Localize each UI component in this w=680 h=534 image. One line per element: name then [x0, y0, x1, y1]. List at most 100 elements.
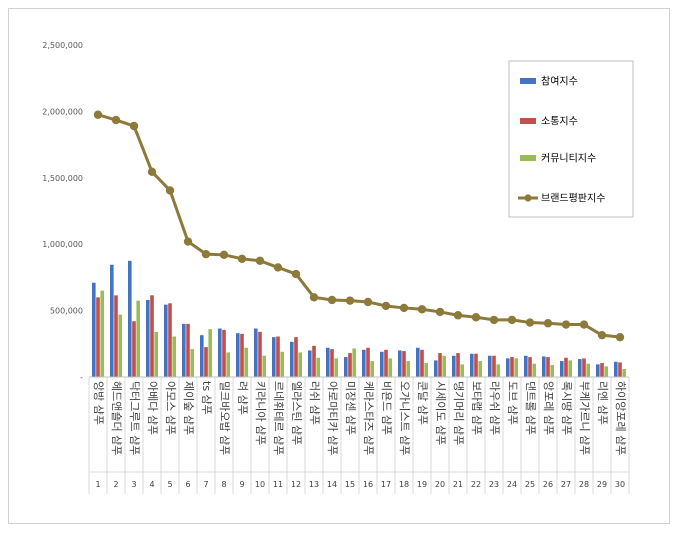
reputation-point: [309, 293, 319, 302]
bar-2: [546, 357, 550, 377]
bar-3: [514, 358, 518, 377]
bar-3: [622, 369, 626, 377]
x-index-label: 20: [435, 480, 445, 489]
bar-3: [532, 363, 536, 377]
bar-1: [506, 358, 510, 377]
x-index-label: 29: [597, 480, 607, 489]
bar-1: [452, 355, 456, 377]
x-index-label: 17: [381, 480, 391, 489]
bar-2: [366, 347, 370, 377]
brand-reputation-chart: - 500,000 1,000,000 1,500,000 2,000,000 2,500…: [42, 41, 634, 494]
reputation-point: [381, 301, 391, 311]
bar-2: [222, 329, 226, 377]
bar-3: [604, 366, 608, 377]
x-index-label: 6: [185, 480, 190, 489]
x-category-label: 하이앙포레 샴푸: [614, 381, 628, 455]
bar-3: [406, 361, 410, 377]
bar-3: [298, 352, 302, 377]
x-index-label: 18: [399, 480, 409, 489]
reputation-point: [183, 237, 193, 246]
bar-3: [154, 331, 158, 377]
bar-2: [204, 347, 208, 377]
x-category-label: 앙포레 샴푸: [542, 381, 555, 435]
bar-3: [460, 364, 464, 377]
bar-2: [312, 345, 316, 377]
x-category-label: 아로마티카 샴푸: [326, 381, 339, 455]
x-index-label: 5: [167, 480, 172, 489]
reputation-point: [327, 295, 337, 305]
reputation-point: [291, 269, 301, 279]
x-index-label: 30: [615, 480, 625, 489]
x-category-label: 오가니스트 샴푸: [398, 381, 411, 455]
reputation-point: [345, 296, 355, 305]
bar-1: [578, 359, 582, 377]
reputation-point: [93, 110, 103, 119]
y-tick-label: 500,000: [50, 307, 83, 316]
bar-2: [600, 363, 604, 377]
x-category-label: 키라니아 샴푸: [254, 381, 267, 445]
y-tick-label: 1,500,000: [42, 174, 83, 183]
legend-swatch: [520, 78, 536, 84]
x-category-label: 댄트롤 샴푸: [524, 381, 537, 435]
bar-1: [488, 355, 492, 377]
x-category-label: 리엔 샴푸: [596, 381, 609, 425]
bar-2: [492, 355, 496, 377]
bar-2: [330, 349, 334, 377]
bar-2: [186, 323, 190, 377]
bar-3: [100, 290, 104, 377]
bar-2: [564, 357, 568, 377]
legend-swatch: [520, 118, 536, 124]
y-tick-label: 1,000,000: [42, 240, 83, 249]
bar-2: [294, 337, 298, 377]
x-category-label: 도브 샴푸: [506, 381, 519, 425]
bar-2: [420, 349, 424, 377]
bar-1: [92, 282, 96, 377]
bar-1: [380, 351, 384, 377]
bar-2: [384, 349, 388, 377]
bar-1: [146, 299, 150, 377]
bar-1: [164, 304, 168, 377]
bar-1: [416, 347, 420, 377]
bar-2: [582, 358, 586, 377]
bar-1: [308, 350, 312, 377]
x-category-label: 미장센 샴푸: [344, 381, 357, 435]
bar-1: [542, 356, 546, 377]
bar-3: [208, 329, 212, 377]
bar-3: [568, 360, 572, 377]
plot-area: [92, 110, 626, 377]
bar-2: [438, 353, 442, 377]
x-index-label: 3: [131, 480, 136, 489]
x-category-label: 엘라스틴 샴푸: [290, 381, 303, 445]
y-tick-label: 2,000,000: [42, 107, 83, 116]
x-axis: 앙방 샴푸 1 헤드앤숄더 샴푸 2 닥터그루트 샴푸 3 아베다 샴푸 4 아모스 샴푸 5 제이…: [88, 376, 630, 494]
bar-2: [618, 362, 622, 377]
x-category-label: 록시땅 샴푸: [560, 381, 573, 435]
bar-3: [244, 347, 248, 377]
bar-2: [132, 321, 136, 377]
reputation-point: [255, 256, 265, 265]
reputation-point: [147, 167, 157, 177]
x-index-label: 28: [579, 480, 589, 489]
bar-3: [388, 358, 392, 377]
bar-2: [348, 353, 352, 377]
bar-2: [150, 295, 154, 377]
reputation-point: [471, 313, 481, 322]
bar-3: [172, 336, 176, 377]
x-category-label: 아베다 샴푸: [146, 381, 159, 435]
bar-3: [334, 358, 338, 377]
reputation-point: [111, 115, 121, 125]
bar-1: [200, 335, 204, 377]
bar-2: [114, 295, 118, 377]
x-category-label: 시세이도 샴푸: [434, 381, 447, 445]
x-index-label: 24: [507, 480, 517, 489]
bar-1: [362, 349, 366, 377]
bar-1: [128, 260, 132, 377]
x-index-label: 25: [525, 480, 535, 489]
x-index-label: 15: [345, 480, 355, 489]
legend-label: 커뮤니티지수: [541, 153, 596, 165]
bar-3: [550, 365, 554, 377]
bar-2: [276, 336, 280, 377]
bar-3: [136, 300, 140, 377]
x-index-label: 4: [149, 480, 154, 489]
legend-marker: [524, 194, 532, 202]
